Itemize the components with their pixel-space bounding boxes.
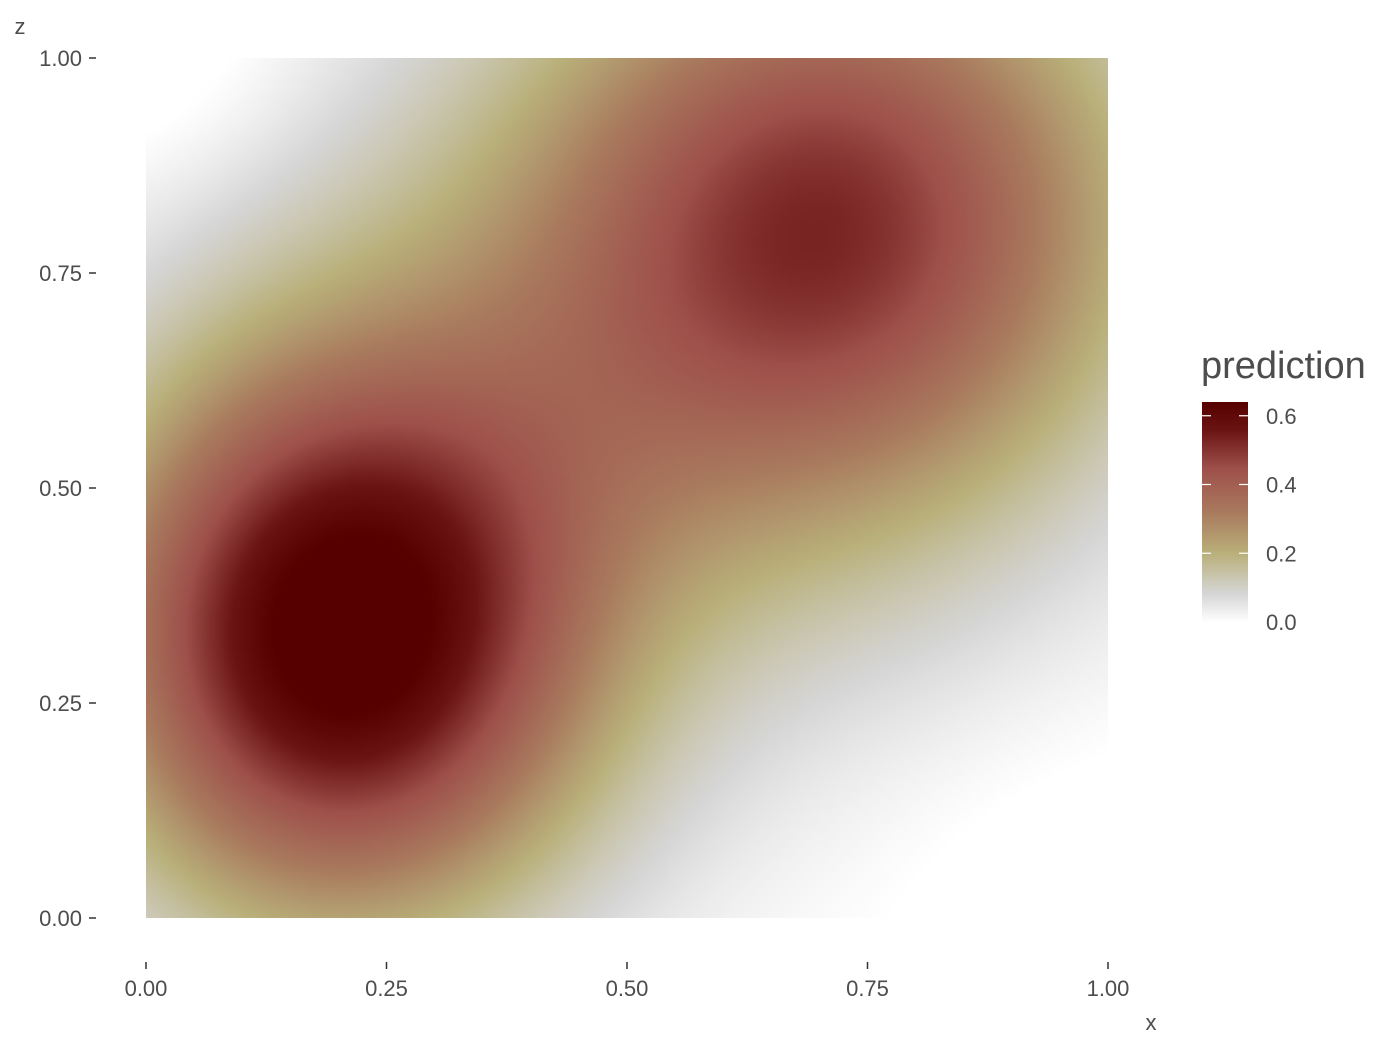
- legend-title: prediction: [1201, 345, 1366, 387]
- legend-tick-label: 0.4: [1266, 473, 1297, 498]
- x-tick-label: 0.00: [125, 976, 168, 1001]
- y-tick-label: 0.25: [39, 691, 82, 716]
- legend-tick-label: 0.6: [1266, 404, 1297, 429]
- y-tick-label: 0.00: [39, 906, 82, 931]
- y-axis: 0.00 0.25 0.50 0.75 1.00: [39, 46, 96, 931]
- legend-tick-label: 0.2: [1266, 541, 1297, 566]
- legend-tick-label: 0.0: [1266, 610, 1297, 635]
- x-tick-label: 1.00: [1087, 976, 1130, 1001]
- y-tick-label: 0.75: [39, 261, 82, 286]
- x-tick-label: 0.75: [846, 976, 889, 1001]
- y-tick-label: 1.00: [39, 46, 82, 71]
- plot-area: [146, 58, 1108, 918]
- heatmap-raster: [146, 58, 1108, 918]
- legend-colorbar: [1202, 402, 1248, 622]
- x-axis: 0.00 0.25 0.50 0.75 1.00: [125, 962, 1130, 1001]
- color-legend: prediction 0.0 0.2 0.4 0.6: [1201, 345, 1366, 635]
- x-axis-label: x: [1146, 1010, 1157, 1035]
- x-tick-label: 0.50: [606, 976, 649, 1001]
- x-tick-label: 0.25: [365, 976, 408, 1001]
- y-tick-label: 0.50: [39, 476, 82, 501]
- y-axis-label: z: [15, 14, 26, 39]
- legend-ticks: 0.0 0.2 0.4 0.6: [1202, 404, 1297, 635]
